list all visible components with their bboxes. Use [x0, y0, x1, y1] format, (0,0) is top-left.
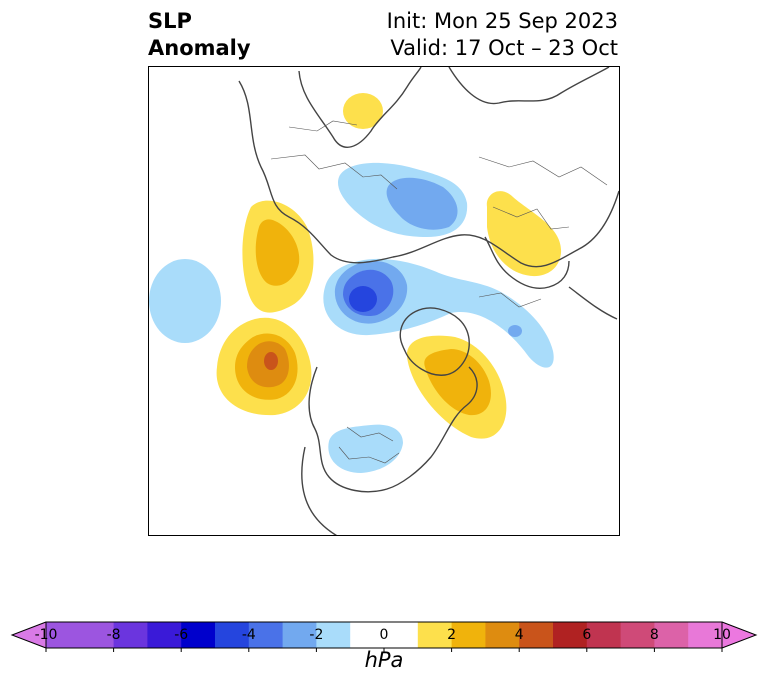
colorbar-bin-13: [519, 622, 554, 648]
colorbar-bin-9: [350, 622, 419, 648]
colorbar-bin-17: [654, 622, 689, 648]
colorbar-bin-7: [282, 622, 317, 648]
polar-map: [148, 66, 620, 536]
colorbar-bin-12: [485, 622, 520, 648]
colorbar-bin-5: [215, 622, 250, 648]
colorbar-unit: hPa: [364, 648, 404, 672]
colorbar-tick-labels: -10 -8 -6 -4 -2 0 2 4 6 8 10: [0, 627, 768, 647]
colorbar-tick-label: 6: [582, 627, 592, 643]
colorbar-bin-2: [113, 622, 148, 648]
colorbar-bin-3: [147, 622, 182, 648]
colorbar-bin-10: [417, 622, 453, 648]
colorbar-bin-16: [620, 622, 655, 648]
colorbar-extend-high: [722, 622, 756, 648]
colorbar-outline-low: [10, 621, 47, 649]
colorbar-bin-4: [181, 622, 216, 648]
map-title: SLP Anomaly: [148, 8, 251, 62]
coastlines: [238, 67, 619, 535]
east-asia-high-core: [255, 219, 300, 286]
title-line-1: SLP: [148, 9, 192, 33]
alaska-high-peak: [264, 352, 278, 370]
atlantic-low-dot: [508, 325, 522, 337]
anomaly-shading: [149, 93, 562, 473]
colorbar-tick-label: 8: [649, 627, 659, 643]
us-low-shade: [328, 424, 403, 473]
colorbar: [10, 621, 758, 652]
valid-period: Init: Mon 25 Sep 2023 Valid: 17 Oct – 23…: [387, 8, 618, 62]
title-line-2: Anomaly: [148, 36, 251, 60]
colorbar-extend-low: [12, 622, 46, 648]
colorbar-bin-14: [553, 622, 588, 648]
colorbar-bin-6: [248, 622, 284, 648]
colorbar-tick-label: -4: [241, 627, 256, 643]
colorbar-tickmarks: [45, 648, 723, 652]
map-canvas: [149, 67, 619, 535]
colorbar-bin-8: [316, 622, 351, 648]
colorbar-tick-label: 0: [379, 627, 389, 643]
colorbar-bin-15: [586, 622, 622, 648]
arctic-low-peak: [349, 286, 377, 312]
colorbar-tick-label: 10: [713, 627, 731, 643]
greenland-high-core: [424, 349, 491, 416]
colorbar-bin-0: [46, 622, 81, 648]
colorbar-tick-label: -6: [174, 627, 189, 643]
colorbar-tick-label: 2: [447, 627, 457, 643]
mongolia-high-shade: [343, 93, 383, 129]
colorbar-bin-18: [688, 622, 723, 648]
borders: [270, 120, 608, 464]
colorbar-tick-label: -8: [106, 627, 121, 643]
colorbar-outline-high: [721, 621, 758, 649]
colorbar-bin-11: [451, 622, 486, 648]
siberia-low-core: [386, 177, 458, 230]
pacific-low-shade: [149, 259, 221, 343]
colorbar-tick-label: -2: [309, 627, 324, 643]
init-date: Init: Mon 25 Sep 2023: [386, 9, 618, 33]
colorbar-tick-label: 4: [514, 627, 524, 643]
valid-range: Valid: 17 Oct – 23 Oct: [390, 36, 618, 60]
colorbar-bins: [46, 622, 723, 648]
colorbar-tick-label: -10: [34, 627, 58, 643]
colorbar-bin-1: [79, 622, 115, 648]
